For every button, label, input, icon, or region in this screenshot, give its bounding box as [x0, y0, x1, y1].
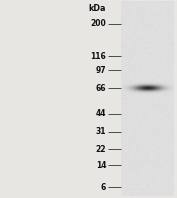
Text: 31: 31 — [96, 127, 106, 136]
Text: 6: 6 — [101, 183, 106, 192]
Text: 116: 116 — [90, 52, 106, 61]
Text: kDa: kDa — [89, 4, 106, 13]
Text: 66: 66 — [96, 84, 106, 93]
Text: 200: 200 — [90, 19, 106, 28]
Text: 14: 14 — [96, 161, 106, 170]
Text: 97: 97 — [96, 66, 106, 75]
Text: 22: 22 — [96, 145, 106, 154]
Text: 44: 44 — [96, 109, 106, 118]
